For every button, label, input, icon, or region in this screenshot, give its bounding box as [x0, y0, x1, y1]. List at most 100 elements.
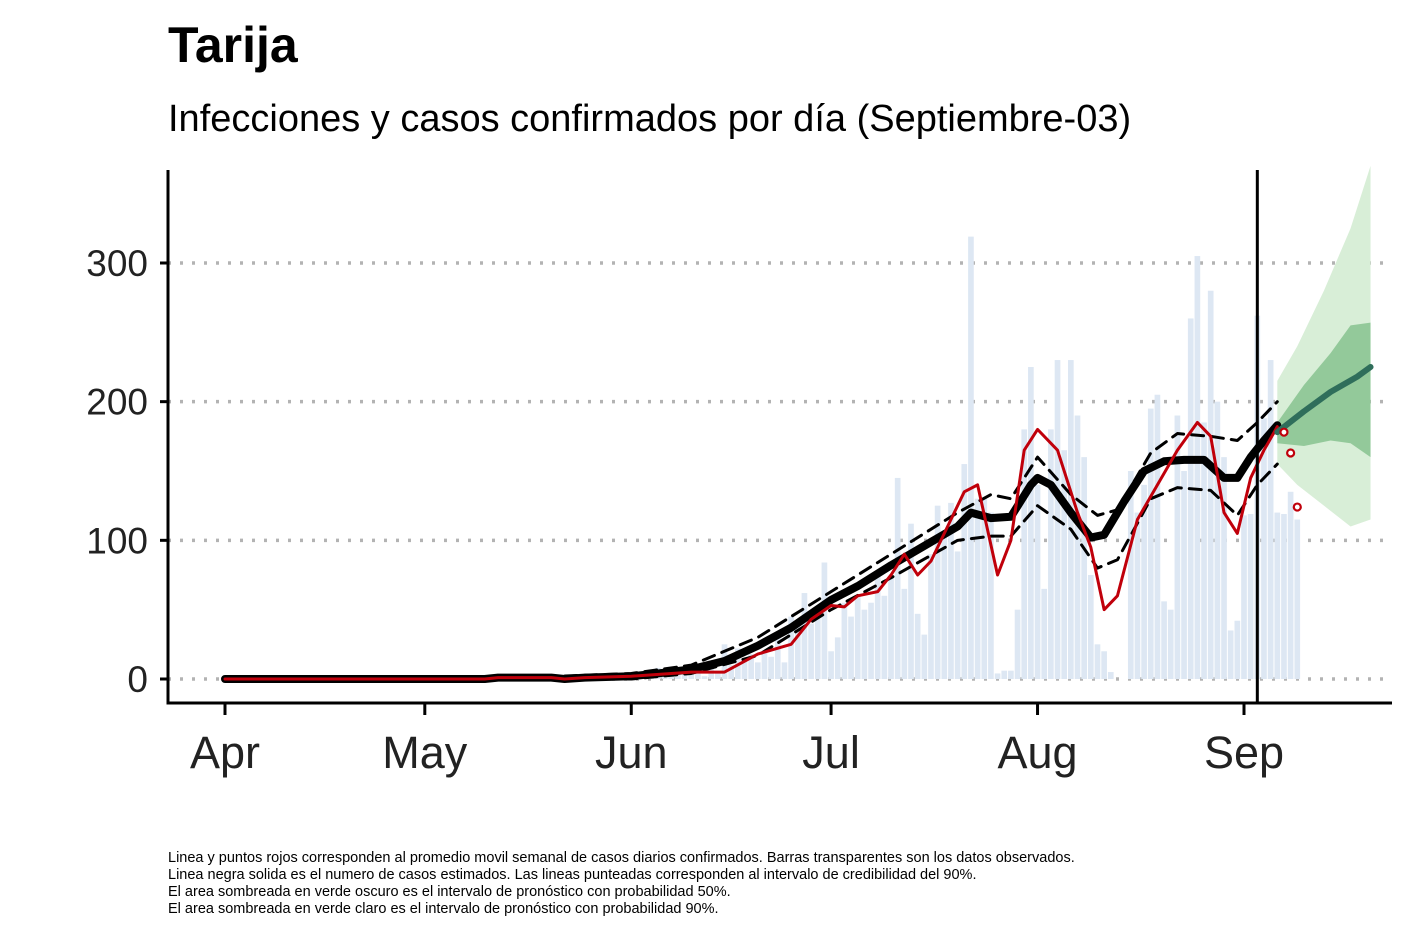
caption: Linea y puntos rojos corresponden al pro… — [168, 850, 1075, 918]
observed-bar — [968, 236, 974, 679]
observed-bar — [688, 672, 695, 679]
observed-bar — [1261, 418, 1267, 679]
observed-bar — [988, 512, 994, 679]
observed-bar — [1061, 450, 1068, 679]
observed-bar — [1234, 620, 1241, 679]
observed-bar — [961, 464, 968, 679]
observed-bar — [1274, 512, 1281, 679]
observed-bar — [768, 656, 774, 679]
observed-bar — [914, 613, 921, 679]
confirmed-point — [1279, 427, 1289, 437]
estimate-lower-line — [223, 462, 1279, 681]
forecast-median-line — [1274, 363, 1374, 436]
caption-line: El area sombreada en verde oscuro es el … — [168, 884, 731, 900]
observed-bar — [948, 502, 954, 679]
observed-bar — [1167, 609, 1174, 679]
observed-bar — [1161, 601, 1167, 679]
x-tick-label: Sep — [1204, 727, 1284, 778]
observed-bar — [1201, 422, 1207, 679]
x-tick-label: Apr — [190, 727, 260, 778]
chart-plot: 0 100 200 300 Apr May Jun Jul Aug Sep — [86, 165, 1392, 778]
series-lines — [221, 363, 1374, 683]
observed-bar — [1021, 429, 1028, 679]
observed-bar — [1214, 401, 1221, 679]
observed-bar — [1048, 429, 1054, 679]
observed-bar — [1207, 290, 1214, 679]
confirmed-point — [1286, 448, 1296, 458]
observed-bar — [834, 637, 841, 679]
observed-bar — [1247, 513, 1254, 679]
observed-bar — [1147, 408, 1154, 679]
observed-bar — [954, 551, 961, 679]
y-tick-label: 100 — [86, 520, 148, 561]
y-tick-label: 0 — [127, 659, 148, 700]
observed-bar — [1068, 360, 1074, 679]
tick-labels: 0 100 200 300 Apr May Jun Jul Aug Sep — [86, 243, 1284, 778]
observed-bar — [695, 669, 701, 679]
observed-bar — [981, 498, 988, 679]
observed-bar — [894, 477, 901, 679]
observed-bar — [1081, 457, 1087, 679]
observed-bar — [874, 574, 881, 679]
observed-bar — [854, 595, 861, 679]
observed-bar — [814, 616, 821, 679]
observed-bar — [701, 676, 708, 679]
observed-bar — [1094, 644, 1101, 679]
chart-title: Tarija — [168, 17, 298, 73]
x-tick-label: Aug — [997, 727, 1077, 778]
observed-bar — [761, 651, 768, 679]
chart-subtitle: Infecciones y casos confirmados por día … — [168, 98, 1132, 140]
observed-bar — [788, 616, 794, 679]
observed-bar — [848, 616, 854, 679]
observed-bar — [1101, 651, 1107, 679]
observed-bar — [794, 626, 801, 679]
observed-bar — [754, 662, 761, 679]
observed-bar — [1134, 512, 1141, 679]
caption-line: Linea negra solida es el numero de casos… — [168, 867, 977, 883]
axes — [160, 170, 1392, 715]
x-tick-label: Jun — [595, 727, 668, 778]
observed-bar — [801, 593, 808, 679]
observed-bar — [1227, 630, 1234, 679]
y-tick-label: 200 — [86, 382, 148, 423]
confirmed-points — [1279, 427, 1302, 512]
observed-bar — [1008, 670, 1014, 679]
observed-bar — [1241, 515, 1247, 679]
observed-bar — [821, 562, 828, 679]
observed-bar — [908, 523, 914, 679]
estimate-upper-line — [223, 400, 1279, 681]
observed-bar — [928, 554, 934, 679]
observed-bar — [828, 651, 834, 679]
observed-bar — [1034, 484, 1041, 679]
observed-bar — [901, 588, 908, 679]
observed-bar — [921, 634, 928, 679]
observed-bar — [1087, 574, 1094, 679]
observed-bar — [974, 498, 981, 679]
observed-bar — [1287, 491, 1294, 679]
observed-bar — [1194, 256, 1201, 679]
observed-bar — [681, 674, 688, 679]
observed-bar — [1014, 609, 1021, 679]
observed-bar — [668, 676, 675, 679]
observed-bar — [1294, 519, 1301, 679]
x-tick-label: Jul — [802, 727, 860, 778]
caption-line: Linea y puntos rojos corresponden al pro… — [168, 850, 1075, 866]
forecast-bands — [1277, 165, 1371, 527]
observed-bar — [748, 654, 754, 679]
confirmed-point — [1292, 502, 1302, 512]
observed-bar — [1074, 415, 1081, 679]
observed-bar — [934, 505, 941, 679]
observed-bar — [868, 602, 874, 679]
caption-line: El area sombreada en verde claro es el i… — [168, 901, 719, 917]
observed-bar — [715, 673, 721, 679]
observed-bar — [774, 637, 781, 679]
observed-bar — [1187, 318, 1194, 679]
observed-bar — [888, 577, 894, 679]
observed-bar — [1001, 670, 1008, 679]
observed-bar — [741, 658, 748, 679]
observed-bar — [1174, 415, 1181, 679]
observed-bar — [808, 623, 814, 679]
forecast-band-50 — [1277, 322, 1371, 458]
observed-bar — [781, 662, 788, 679]
observed-bar — [728, 665, 735, 679]
